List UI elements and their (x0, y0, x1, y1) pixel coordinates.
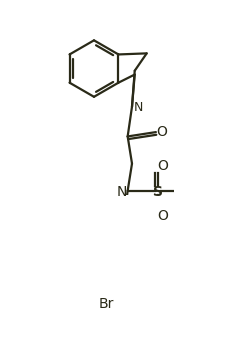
Text: O: O (157, 209, 168, 223)
Text: O: O (155, 125, 166, 139)
Text: N: N (117, 185, 127, 199)
Text: Br: Br (98, 297, 113, 311)
Text: N: N (134, 101, 143, 114)
Text: S: S (152, 185, 162, 199)
Text: O: O (157, 159, 168, 173)
